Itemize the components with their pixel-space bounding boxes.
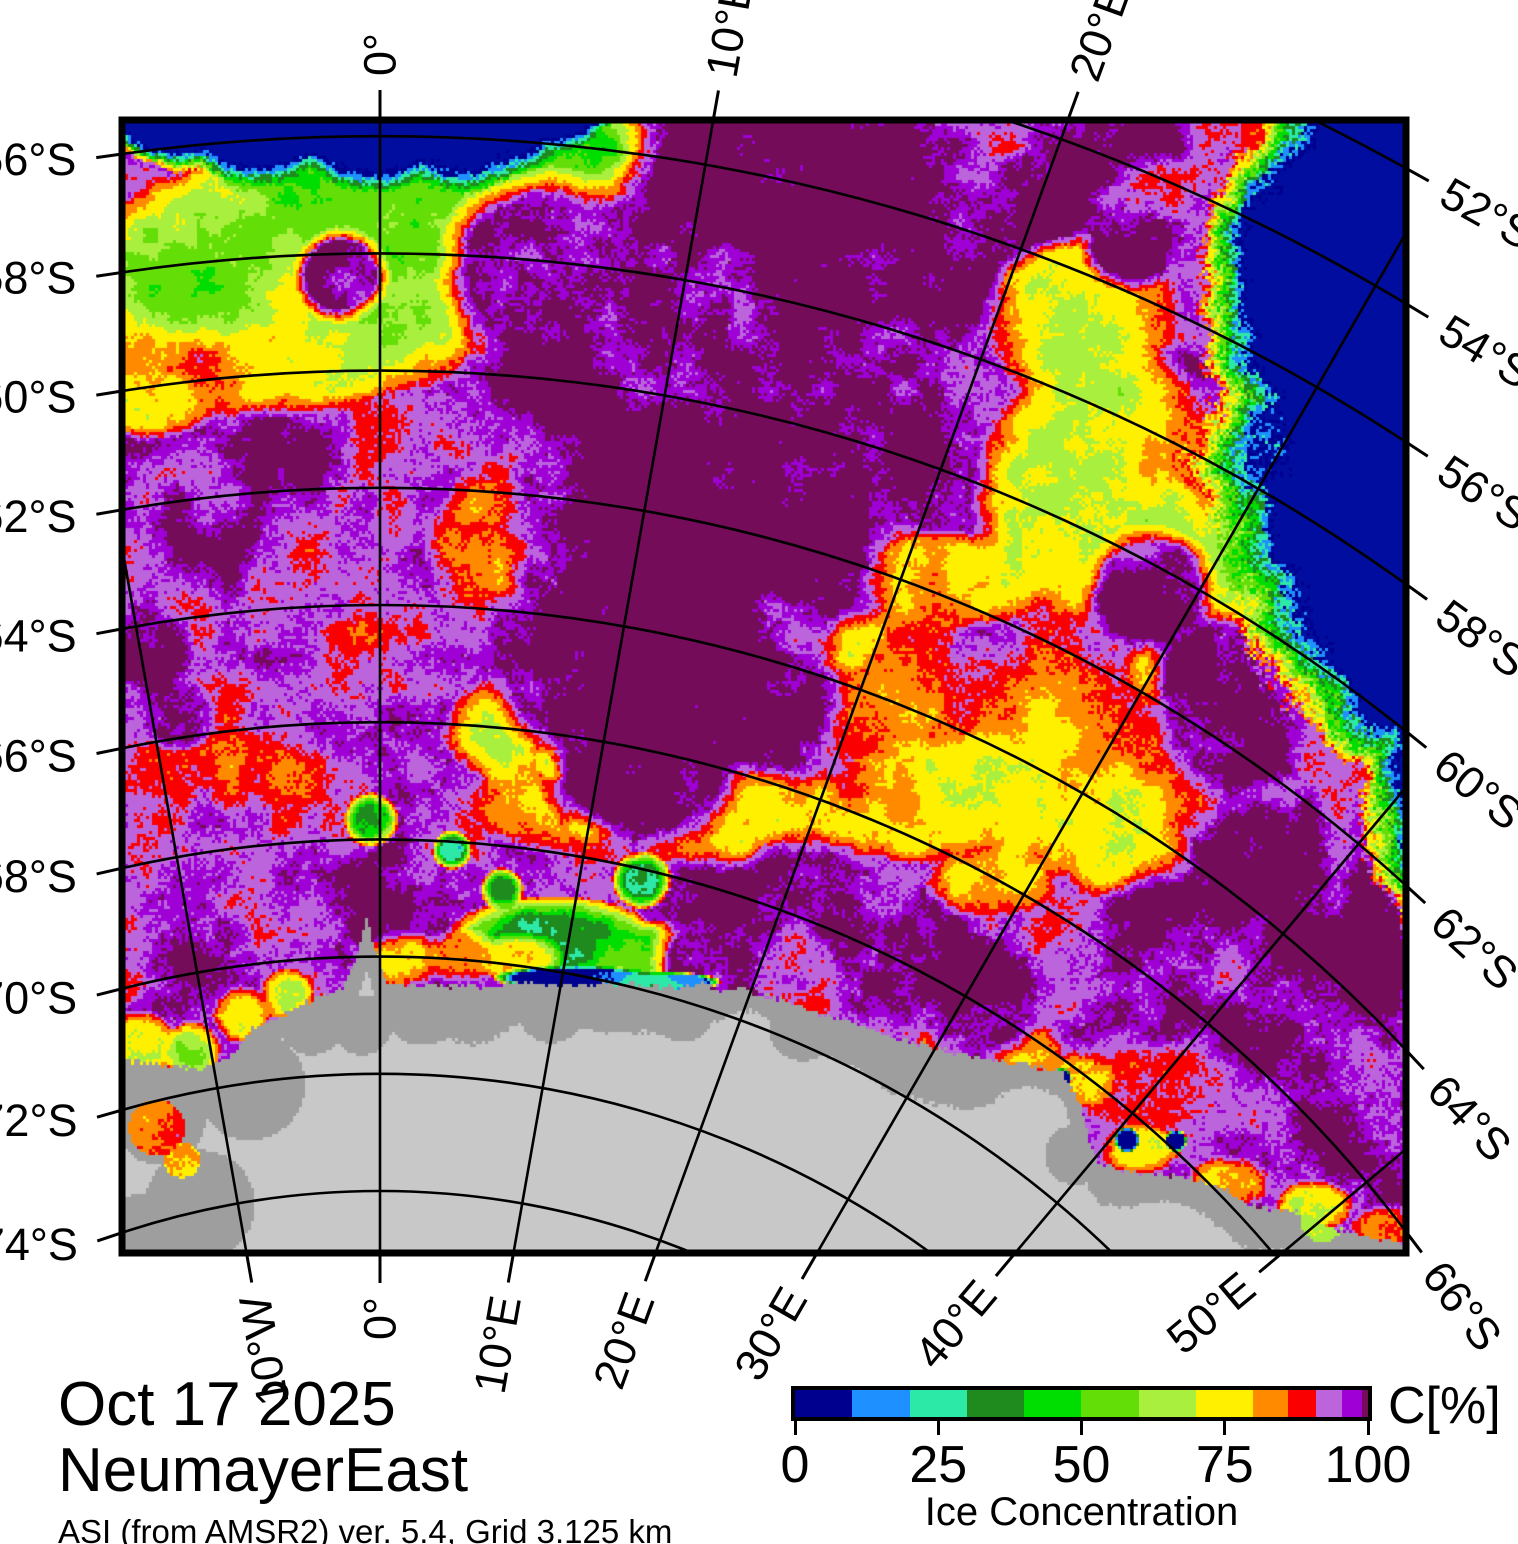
colorbar-segment [852, 1390, 910, 1417]
colorbar-segment [1024, 1390, 1082, 1417]
longitude-label-top: 10°E [696, 0, 763, 81]
latitude-label-left: 70°S [0, 972, 77, 1023]
left-axis-tick [96, 152, 123, 160]
top-axis-tick [711, 90, 720, 121]
latitude-label-left: 66°S [0, 730, 77, 781]
colorbar-tick-label: 25 [909, 1436, 968, 1494]
colorbar-segment [1253, 1390, 1288, 1417]
left-axis-tick [96, 1108, 123, 1119]
bottom-axis-tick [994, 1252, 1017, 1277]
latitude-label-left: 64°S [0, 610, 77, 661]
colorbar-segment [909, 1390, 967, 1417]
latitude-label-right: 54°S [1431, 305, 1518, 399]
colorbar-segment [1196, 1390, 1254, 1417]
map-attribution: ASI (from AMSR2) ver. 5.4, Grid 3.125 km [58, 1513, 673, 1544]
right-axis-tick [1404, 1230, 1423, 1254]
left-axis-tick [96, 746, 123, 755]
longitude-label-bottom: 30°E [724, 1278, 817, 1388]
longitude-label-bottom: 40°E [904, 1270, 1006, 1378]
latitude-label-right: 52°S [1432, 167, 1518, 259]
latitude-label-left: 68°S [0, 851, 77, 902]
latitude-label-left: 60°S [0, 372, 76, 423]
bottom-axis-tick [506, 1252, 515, 1283]
colorbar [791, 1386, 1372, 1421]
latitude-label-left: 58°S [0, 253, 76, 304]
bottom-axis-tick [245, 1252, 254, 1283]
colorbar-segment [1316, 1390, 1343, 1417]
left-axis-tick [96, 270, 123, 278]
colorbar-segment [795, 1390, 853, 1417]
left-axis-tick [96, 508, 123, 516]
latitude-label-left: 72°S [0, 1095, 77, 1146]
colorbar-tick-mark [1223, 1421, 1227, 1435]
left-axis-tick [96, 1231, 123, 1243]
colorbar-ticks: 0 25 50 75 100 [781, 1421, 1411, 1494]
map-date: Oct 17 2025 [58, 1370, 396, 1439]
latitude-label-right: 56°S [1429, 445, 1518, 541]
top-axis-tick [1066, 91, 1080, 121]
bottom-axis-tick [643, 1252, 657, 1282]
map-region-name: NeumayerEast [58, 1435, 469, 1505]
longitude-label-bottom: 0° [355, 1297, 406, 1340]
colorbar-segment [1287, 1390, 1317, 1417]
latitude-label-right: 66°S [1412, 1251, 1512, 1360]
left-axis-tick [96, 627, 123, 636]
colorbar-tick-mark [1366, 1421, 1370, 1435]
colorbar-legend: 0 25 50 75 100 C[%] Ice Concentration [781, 1377, 1501, 1534]
right-axis-tick [1405, 582, 1428, 601]
latitude-label-right: 62°S [1421, 896, 1518, 1000]
right-axis-tick [1405, 302, 1430, 319]
left-axis-tick [96, 866, 123, 876]
longitude-label-top: 0° [355, 33, 406, 76]
right-axis-tick [1405, 166, 1430, 183]
colorbar-tick-mark [793, 1421, 797, 1435]
colorbar-title: Ice Concentration [924, 1490, 1239, 1534]
left-axis-tick [96, 987, 123, 997]
map-caption: Oct 17 2025 NeumayerEast ASI (from AMSR2… [58, 1372, 672, 1544]
colorbar-segment [1342, 1390, 1363, 1417]
right-axis-tick [1405, 730, 1428, 749]
right-axis-tick [1405, 440, 1429, 458]
latitude-label-right: 60°S [1424, 739, 1518, 840]
bottom-axis-tick [800, 1252, 819, 1280]
colorbar-segment [1081, 1390, 1139, 1417]
colorbar-tick-label: 100 [1324, 1436, 1412, 1494]
latitude-label-left: 74°S [0, 1219, 78, 1270]
colorbar-tick-label: 50 [1052, 1436, 1111, 1494]
colorbar-segment [1362, 1390, 1368, 1417]
colorbar-segment [966, 1390, 1025, 1417]
right-axis-tick [1404, 884, 1427, 905]
colorbar-tick-label: 0 [780, 1436, 810, 1494]
ice-concentration-raster [122, 120, 1406, 1253]
left-axis-tick [96, 389, 123, 397]
colorbar-tick-mark [1080, 1421, 1083, 1435]
right-axis-tick [1404, 1049, 1425, 1071]
bottom-axis-tick [1258, 1251, 1284, 1274]
latitude-label-right: 64°S [1417, 1065, 1518, 1171]
latitude-label-left: 62°S [0, 491, 77, 542]
longitude-label-bottom: 50°E [1157, 1262, 1265, 1364]
colorbar-segment [1138, 1390, 1197, 1417]
latitude-label-right: 58°S [1427, 589, 1518, 688]
colorbar-tick-mark [936, 1421, 940, 1435]
colorbar-unit-label: C[%] [1388, 1377, 1501, 1435]
latitude-label-left: 56°S [0, 134, 76, 185]
colorbar-tick-label: 75 [1195, 1436, 1254, 1494]
longitude-label-top: 20°E [1059, 0, 1140, 87]
